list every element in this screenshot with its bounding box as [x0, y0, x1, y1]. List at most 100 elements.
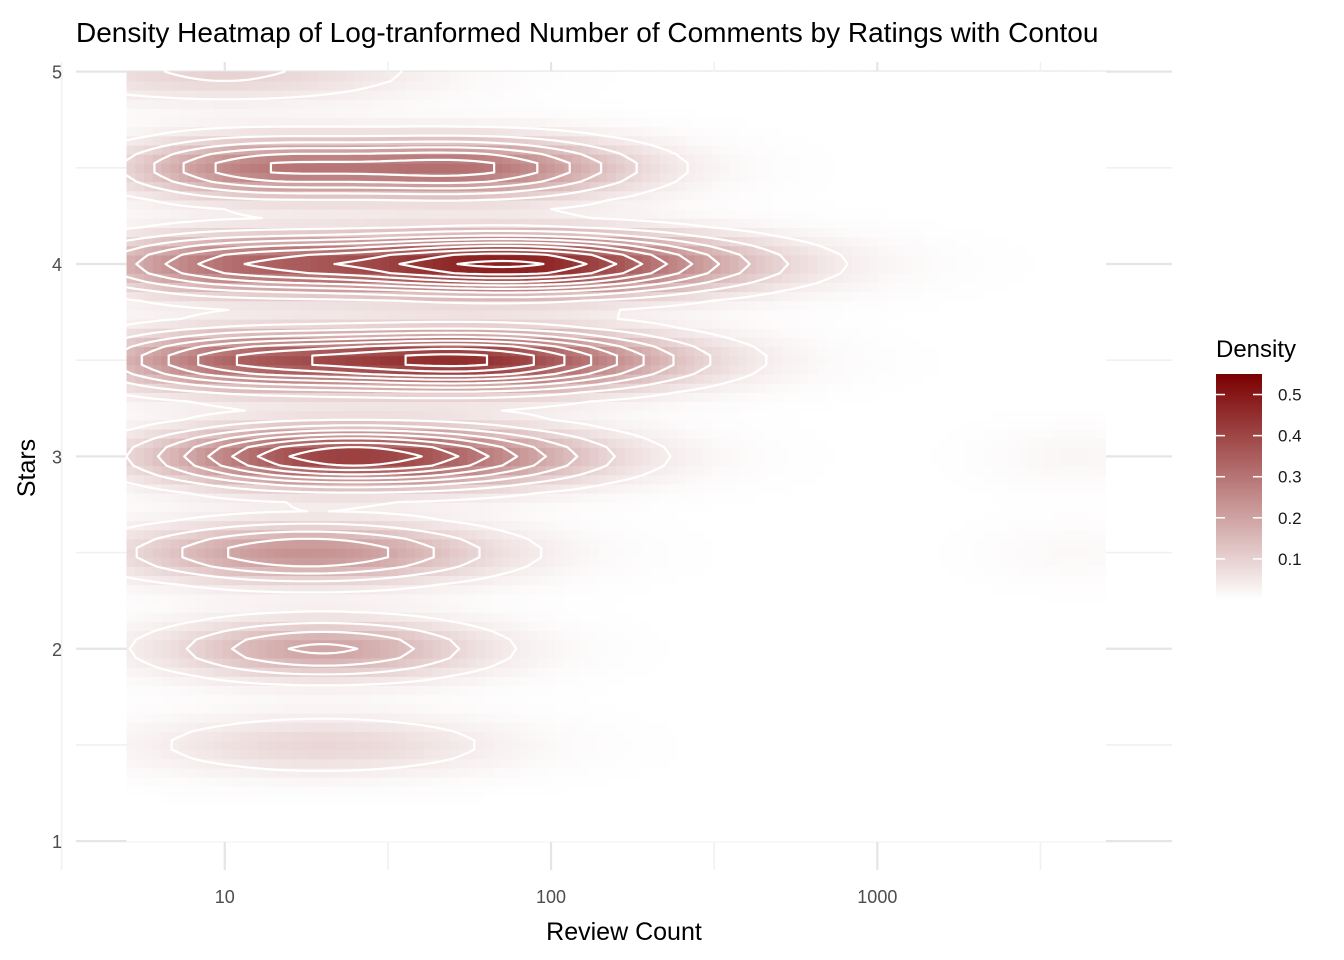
heatmap-cell — [1070, 438, 1080, 448]
heatmap-cell — [956, 795, 967, 806]
heatmap-cell — [213, 667, 224, 677]
heatmap-cell — [633, 831, 643, 842]
heatmap-cell — [1087, 520, 1098, 531]
heatmap-cell — [983, 703, 993, 714]
heatmap-cell — [729, 795, 739, 806]
heatmap-cell — [432, 648, 442, 659]
heatmap-cell — [310, 758, 320, 769]
heatmap-cell — [152, 758, 163, 769]
heatmap-cell — [213, 740, 224, 751]
heatmap-cell — [222, 685, 233, 696]
heatmap-cell — [581, 648, 591, 659]
heatmap-cell — [537, 795, 547, 806]
heatmap-cell — [458, 575, 468, 586]
heatmap-cell — [353, 593, 364, 604]
heatmap-cell — [371, 456, 381, 467]
heatmap-cell — [1009, 648, 1019, 659]
heatmap-cell — [511, 648, 521, 659]
heatmap-cell — [1035, 621, 1045, 632]
heatmap-cell — [519, 621, 530, 632]
heatmap-cell — [974, 593, 984, 604]
heatmap-cell — [178, 447, 189, 457]
heatmap-cell — [362, 602, 372, 613]
heatmap-cell — [432, 584, 442, 595]
heatmap-cell — [991, 584, 1002, 595]
heatmap-cell — [869, 584, 879, 595]
heatmap-cell — [633, 731, 643, 741]
heatmap-cell — [546, 621, 556, 632]
heatmap-cell — [615, 777, 626, 787]
heatmap-cell — [607, 547, 617, 558]
heatmap-cell — [414, 438, 425, 448]
heatmap-cell — [607, 630, 617, 641]
heatmap-cell — [860, 722, 871, 732]
heatmap-cell — [318, 483, 329, 494]
heatmap-cell — [528, 667, 538, 677]
heatmap-cell — [528, 685, 538, 696]
heatmap-cell — [904, 703, 914, 714]
heatmap-cell — [624, 447, 635, 457]
heatmap-cell — [493, 566, 503, 577]
heatmap-cell — [782, 758, 792, 769]
heatmap-cell — [511, 428, 521, 439]
heatmap-cell — [1052, 612, 1063, 622]
heatmap-cell — [1079, 758, 1089, 769]
heatmap-cell — [834, 639, 844, 650]
heatmap-cell — [178, 575, 189, 586]
heatmap-cell — [860, 529, 871, 540]
heatmap-cell — [458, 566, 468, 577]
heatmap-cell — [991, 795, 1002, 806]
heatmap-cell — [170, 758, 180, 769]
heatmap-cell — [1070, 621, 1080, 632]
heatmap-cell — [406, 456, 416, 467]
heatmap-cell — [519, 795, 530, 806]
heatmap-cell — [1000, 493, 1010, 503]
heatmap-cell — [1052, 639, 1063, 650]
heatmap-cell — [974, 483, 984, 494]
heatmap-cell — [502, 602, 512, 613]
heatmap-cell — [231, 694, 241, 705]
heatmap-cell — [581, 575, 591, 586]
heatmap-cell — [388, 538, 399, 549]
heatmap-cell — [624, 813, 635, 824]
heatmap-cell — [554, 804, 565, 815]
heatmap-cell — [546, 740, 556, 751]
heatmap-cell — [187, 447, 198, 457]
heatmap-cell — [397, 593, 407, 604]
heatmap-cell — [423, 511, 434, 522]
heatmap-cell — [161, 795, 171, 806]
heatmap-cell — [1070, 712, 1080, 723]
heatmap-cell — [554, 822, 565, 833]
heatmap-cell — [720, 529, 731, 540]
heatmap-cell — [484, 447, 495, 457]
heatmap-cell — [467, 731, 477, 741]
heatmap-cell — [1079, 502, 1089, 512]
heatmap-cell — [607, 502, 617, 512]
heatmap-cell — [292, 758, 302, 769]
heatmap-cell — [1018, 502, 1028, 512]
heatmap-cell — [205, 520, 215, 531]
heatmap-cell — [528, 621, 538, 632]
heatmap-cell — [380, 593, 390, 604]
heatmap-cell — [170, 502, 180, 512]
heatmap-cell — [755, 822, 766, 833]
heatmap-cell — [126, 566, 136, 577]
heatmap-cell — [449, 502, 460, 512]
heatmap-cell — [712, 612, 722, 622]
heatmap-cell — [712, 547, 722, 558]
heatmap-cell — [747, 694, 757, 705]
heatmap-cell — [895, 749, 905, 760]
heatmap-cell — [650, 493, 661, 503]
heatmap-cell — [380, 612, 390, 622]
heatmap-cell — [930, 502, 940, 512]
heatmap-cell — [528, 547, 538, 558]
heatmap-cell — [677, 740, 687, 751]
heatmap-cell — [170, 575, 180, 586]
heatmap-cell — [336, 822, 346, 833]
heatmap-cell — [519, 538, 530, 549]
heatmap-cell — [240, 648, 250, 659]
heatmap-cell — [956, 722, 967, 732]
heatmap-cell — [1096, 685, 1106, 696]
heatmap-cell — [729, 456, 739, 467]
heatmap-cell — [345, 474, 355, 485]
